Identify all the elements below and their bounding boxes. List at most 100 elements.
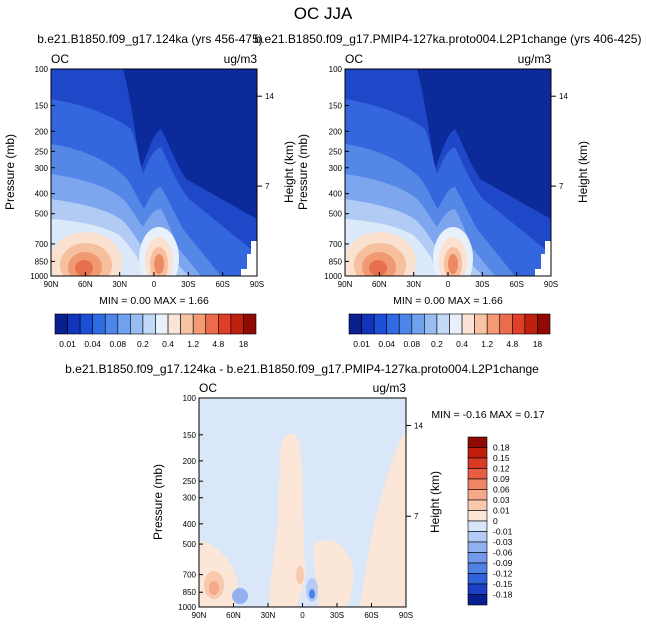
colorbar-label: 0.4 bbox=[162, 339, 174, 349]
colorbar-swatch bbox=[386, 313, 400, 335]
colorbar-swatch bbox=[467, 510, 488, 522]
y2-tick-label: 14 bbox=[559, 92, 568, 101]
y-tick-label: 500 bbox=[183, 540, 197, 549]
colorbar-label: -0.18 bbox=[493, 590, 513, 600]
colorbar-label: 0.08 bbox=[110, 339, 127, 349]
panel-diff-contour bbox=[199, 398, 406, 607]
y-tick-label: 100 bbox=[35, 65, 49, 74]
colorbar-label: -0.03 bbox=[493, 537, 513, 547]
colorbar-swatch bbox=[67, 313, 81, 335]
panel-diff-minmax: MIN = -0.16 MAX = 0.17 bbox=[431, 409, 544, 421]
x-tick-label: 90S bbox=[399, 611, 413, 620]
colorbar-swatch bbox=[467, 478, 488, 490]
colorbar-swatch bbox=[167, 313, 181, 335]
colorbar-label: 0.2 bbox=[137, 339, 149, 349]
x-tick-label: 90S bbox=[544, 280, 558, 289]
colorbar-swatch bbox=[467, 520, 488, 532]
panel-diff: b.e21.B1850.f09_g17.124ka - b.e21.B1850.… bbox=[65, 362, 545, 620]
colorbar-left: 0.01 0.04 0.08 0.2 0.4 1.2 4.8 18 bbox=[54, 313, 257, 349]
colorbar-label: 0.4 bbox=[456, 339, 468, 349]
colorbar-label: 0.09 bbox=[493, 474, 510, 484]
y-tick-label: 850 bbox=[183, 588, 197, 597]
x-tick-label: 30N bbox=[112, 280, 127, 289]
y-tick-label: 1000 bbox=[30, 272, 48, 281]
colorbar-label: 0.2 bbox=[431, 339, 443, 349]
colorbar-swatch bbox=[467, 436, 488, 448]
colorbar-label: 4.8 bbox=[506, 339, 518, 349]
colorbar-swatch bbox=[398, 313, 413, 335]
x-tick-label: 0 bbox=[446, 280, 451, 289]
colorbar-label: 0.01 bbox=[493, 506, 510, 516]
colorbar-swatch bbox=[524, 313, 538, 335]
colorbar-label: 18 bbox=[239, 339, 249, 349]
panel-diff-axes: 100 150 200 250 300 400 500 700 850 1000 14 7 90N 60N… bbox=[178, 394, 423, 620]
colorbar-swatch bbox=[537, 313, 551, 335]
y2-tick-label: 14 bbox=[265, 92, 274, 101]
colorbar-swatch bbox=[467, 573, 488, 585]
colorbar-label: 0.04 bbox=[378, 339, 395, 349]
panel-right-variable: OC bbox=[345, 52, 363, 66]
colorbar-swatch bbox=[486, 313, 501, 335]
panel-right-contour bbox=[345, 69, 551, 276]
colorbar-swatch bbox=[373, 313, 387, 335]
colorbar-swatch bbox=[449, 313, 463, 335]
colorbar-label: 0 bbox=[493, 516, 498, 526]
colorbar-label: 1.2 bbox=[481, 339, 493, 349]
colorbar-label: 0.06 bbox=[493, 485, 510, 495]
panel-right-y2label: Height (km) bbox=[576, 141, 590, 203]
x-tick-label: 30S bbox=[181, 280, 195, 289]
colorbar-swatch bbox=[499, 313, 513, 335]
colorbar-swatch bbox=[348, 313, 362, 335]
colorbar-label: 0.01 bbox=[59, 339, 76, 349]
colorbar-swatch bbox=[424, 313, 438, 335]
colorbar-swatch bbox=[467, 594, 488, 606]
panel-right: b.e21.B1850.f09_g17.PMIP4-127ka.proto004… bbox=[255, 32, 642, 307]
y2-tick-label: 7 bbox=[414, 512, 419, 521]
colorbar-diff: 0.180.150.120.090.060.030.010-0.01-0.03-… bbox=[467, 436, 513, 606]
x-tick-label: 30S bbox=[330, 611, 344, 620]
x-tick-label: 60S bbox=[216, 280, 230, 289]
panel-left-title: b.e21.B1850.f09_g17.124ka (yrs 456-475) bbox=[37, 32, 263, 46]
y-tick-label: 1000 bbox=[324, 272, 342, 281]
colorbar-label: -0.01 bbox=[493, 527, 513, 537]
colorbar-swatch bbox=[467, 457, 488, 469]
panel-diff-y2label: Height (km) bbox=[428, 471, 442, 533]
colorbar-label: -0.06 bbox=[493, 548, 513, 558]
colorbar-swatch bbox=[467, 562, 488, 574]
colorbar-swatch bbox=[467, 541, 488, 553]
panel-diff-title: b.e21.B1850.f09_g17.124ka - b.e21.B1850.… bbox=[65, 362, 539, 376]
panel-right-units: ug/m3 bbox=[518, 52, 552, 66]
colorbar-swatch bbox=[512, 313, 526, 335]
colorbar-right: 0.01 0.04 0.08 0.2 0.4 1.2 4.8 18 bbox=[348, 313, 551, 349]
panel-diff-units: ug/m3 bbox=[373, 381, 407, 395]
y-tick-label: 100 bbox=[183, 394, 197, 403]
y-tick-label: 400 bbox=[35, 190, 49, 199]
x-tick-label: 60N bbox=[78, 280, 93, 289]
colorbar-swatch bbox=[54, 313, 68, 335]
y2-tick-label: 14 bbox=[414, 421, 423, 430]
y-tick-label: 100 bbox=[329, 65, 343, 74]
colorbar-label: 0.15 bbox=[493, 453, 510, 463]
colorbar-swatch bbox=[230, 313, 244, 335]
colorbar-label: -0.09 bbox=[493, 558, 513, 568]
panel-left-variable: OC bbox=[51, 52, 69, 66]
y-tick-label: 250 bbox=[35, 147, 49, 156]
x-tick-label: 90S bbox=[250, 280, 264, 289]
y-tick-label: 300 bbox=[183, 494, 197, 503]
x-tick-label: 90N bbox=[338, 280, 353, 289]
y-tick-label: 400 bbox=[183, 520, 197, 529]
y-tick-label: 700 bbox=[183, 571, 197, 580]
colorbar-swatch bbox=[130, 313, 144, 335]
colorbar-swatch bbox=[180, 313, 194, 335]
colorbar-swatch bbox=[467, 552, 488, 564]
colorbar-label: 0.18 bbox=[493, 443, 510, 453]
colorbar-swatch bbox=[218, 313, 232, 335]
colorbar-label: 1.2 bbox=[187, 339, 199, 349]
y-tick-label: 250 bbox=[183, 477, 197, 486]
colorbar-label: 0.08 bbox=[404, 339, 421, 349]
panel-left-ylabel: Pressure (mb) bbox=[3, 134, 17, 210]
x-tick-label: 60S bbox=[364, 611, 378, 620]
y2-tick-label: 7 bbox=[559, 182, 564, 191]
y-tick-label: 200 bbox=[35, 127, 49, 136]
